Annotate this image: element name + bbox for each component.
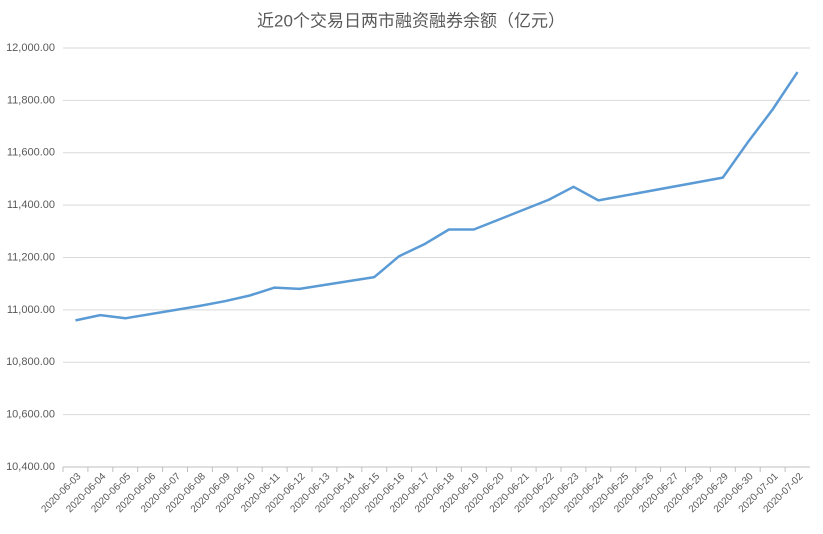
- line: [75, 71, 799, 322]
- y-tick-label: 10,600.00: [6, 409, 55, 421]
- y-tick-label: 11,600.00: [7, 147, 55, 159]
- y-tick-label: 11,000.00: [7, 304, 55, 316]
- y-tick-label: 12,000.00: [6, 42, 55, 54]
- y-tick-label: 11,200.00: [7, 251, 55, 263]
- y-tick-label: 11,400.00: [7, 199, 55, 211]
- chart-title: 近20个交易日两市融资融券余额（亿元）: [257, 11, 565, 30]
- y-tick-label: 11,800.00: [7, 94, 55, 106]
- y-tick-label: 10,800.00: [6, 356, 55, 368]
- y-tick-label: 10,400.00: [6, 461, 55, 473]
